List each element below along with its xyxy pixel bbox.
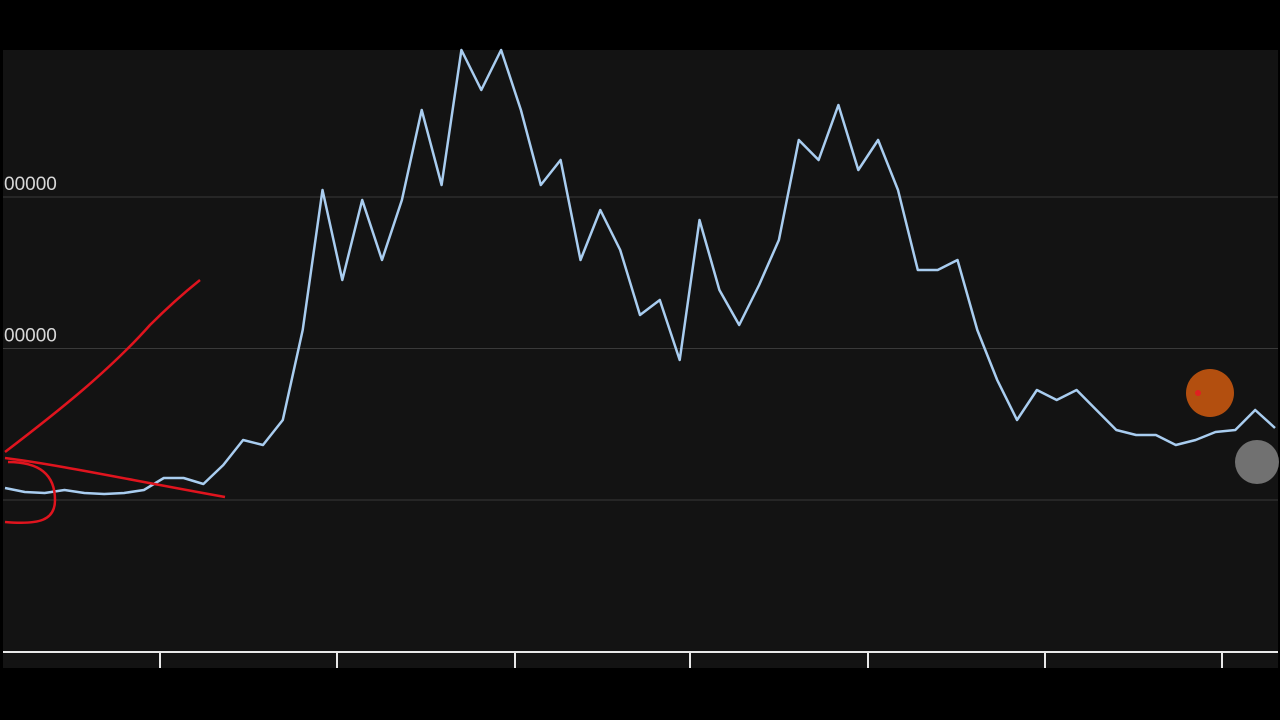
price-line [4,48,1276,496]
cursor-dot [1235,440,1279,484]
cursor-dot [1186,369,1234,417]
y-tick-label: 00000 [4,326,57,347]
annotation-scribble [4,279,226,524]
x-axis-ticks [159,652,1223,668]
plot-background [3,50,1278,668]
y-tick-label: 00000 [4,174,57,195]
cursor-center [1195,390,1201,396]
